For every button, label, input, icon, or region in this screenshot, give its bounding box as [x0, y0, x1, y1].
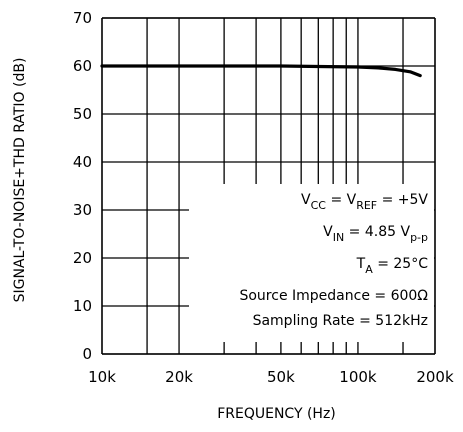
tick-labels: 0 10 20 30 40 50 60 70 10k 20k 50k 100k 200k	[73, 9, 454, 386]
y-tick-label: 30	[73, 201, 92, 219]
annotation-text: = 4.85 V	[344, 224, 410, 240]
annotation-text: = +5V	[377, 192, 428, 208]
annotation-box	[189, 184, 434, 342]
x-tick-label: 50k	[267, 368, 295, 386]
annotation-text: Source Impedance = 600Ω	[239, 288, 428, 304]
x-tick-label: 100k	[339, 368, 377, 386]
y-tick-label: 10	[73, 297, 92, 315]
annotation-text: Sampling Rate = 512kHz	[253, 313, 428, 329]
annotation-subscript: p-p	[410, 231, 428, 244]
annotation-text: T	[356, 256, 366, 272]
annotation-line: Sampling Rate = 512kHz	[253, 313, 428, 329]
series-group	[100, 64, 422, 78]
annotation-line: VCC = VREF = +5V	[301, 192, 428, 212]
annotation-text: = V	[326, 192, 357, 208]
annotation-text: V	[323, 224, 333, 240]
x-tick-label: 10k	[88, 368, 116, 386]
annotation-text: V	[301, 192, 311, 208]
annotation-text: = 25°C	[373, 256, 428, 272]
annotation-line: Source Impedance = 600Ω	[239, 288, 428, 304]
x-axis-title: FREQUENCY (Hz)	[217, 406, 336, 422]
y-tick-label: 20	[73, 249, 92, 267]
y-tick-label: 50	[73, 105, 92, 123]
annotation-subscript: A	[365, 263, 373, 276]
y-axis-title: SIGNAL-TO-NOISE+THD RATIO (dB)	[12, 58, 28, 303]
axes	[101, 17, 436, 355]
series-line-0	[100, 64, 422, 78]
annotation-subscript: REF	[356, 199, 377, 212]
annotation-line: TA = 25°C	[356, 256, 429, 276]
y-tick-label: 70	[73, 9, 92, 27]
annotation-subscript: IN	[333, 231, 344, 244]
x-tick-label: 20k	[165, 368, 193, 386]
annotation-subscript: CC	[311, 199, 327, 212]
y-tick-label: 40	[73, 153, 92, 171]
y-tick-label: 60	[73, 57, 92, 75]
x-tick-label: 200k	[416, 368, 454, 386]
y-tick-label: 0	[82, 345, 92, 363]
annotation-line: VIN = 4.85 Vp-p	[323, 224, 428, 244]
